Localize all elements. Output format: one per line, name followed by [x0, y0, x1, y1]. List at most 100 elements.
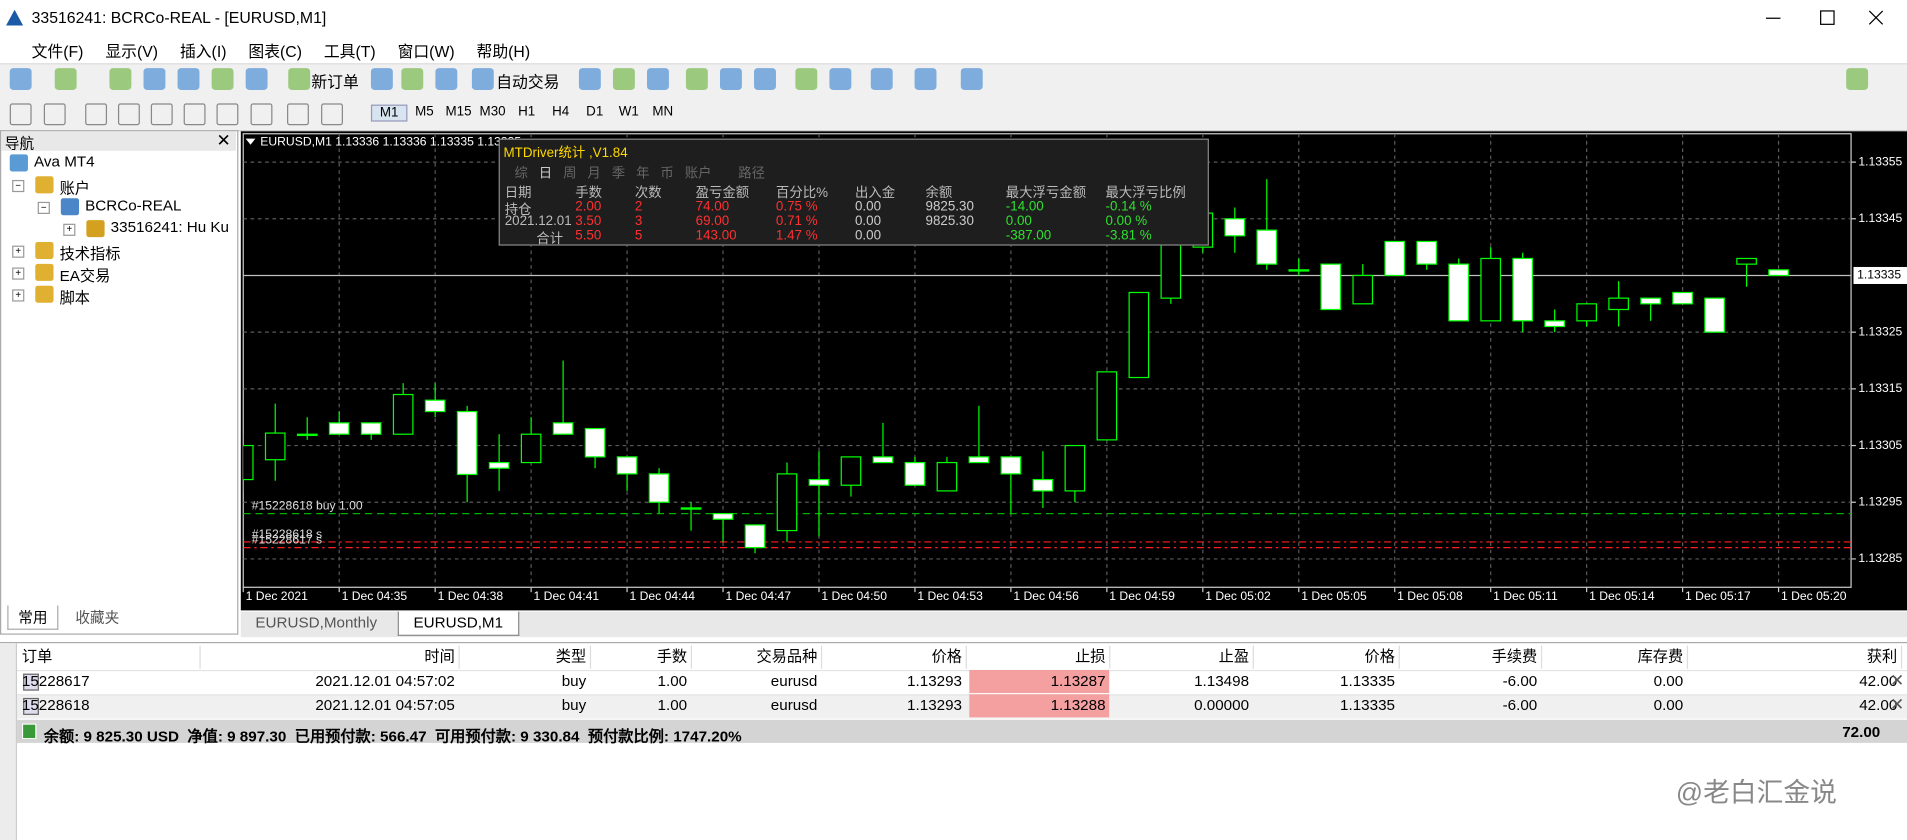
tool-icon[interactable] [43, 103, 66, 126]
tool-icon[interactable] [117, 103, 140, 126]
toolbar-icon[interactable] [9, 68, 32, 90]
toolbar-icon[interactable] [870, 68, 893, 90]
new-order-button[interactable]: 新订单 [311, 72, 359, 92]
toolbar-icon[interactable] [914, 68, 937, 90]
toolbar-icon[interactable] [647, 68, 669, 90]
tree-label[interactable]: Ava MT4 [34, 153, 95, 171]
menu-item[interactable]: 图表(C) [248, 42, 302, 61]
stats-tab[interactable]: 路径 [738, 166, 765, 182]
toolbar-icon[interactable] [719, 68, 742, 90]
table-row[interactable] [17, 694, 1907, 719]
stats-tab[interactable]: 币 [660, 166, 674, 182]
chart-tab[interactable]: EURUSD,M1 [397, 611, 519, 636]
stats-header: 盈亏金额 [695, 186, 750, 201]
tree-toggle[interactable]: − [37, 201, 50, 214]
tree-label[interactable]: 33516241: Hu Ku [110, 218, 230, 236]
menu-item[interactable]: 插入(I) [179, 42, 227, 61]
toolbar-icon[interactable] [960, 68, 983, 90]
tree-toggle[interactable]: + [12, 267, 25, 280]
timeframe-button[interactable]: M1 [370, 104, 408, 122]
toolbar-icon[interactable] [288, 68, 311, 90]
stats-tab[interactable]: 周 [563, 166, 577, 182]
toolbar-icon[interactable] [685, 68, 708, 90]
toolbar-icon[interactable] [795, 68, 818, 90]
table-cell: 止盈 [1113, 645, 1254, 669]
stats-tab[interactable]: 月 [587, 166, 601, 182]
menu-item[interactable]: 窗口(W) [397, 42, 455, 61]
timeframe-button[interactable]: M30 [479, 104, 506, 120]
timeframe-button[interactable]: W1 [618, 104, 639, 120]
tool-icon[interactable] [9, 103, 32, 126]
tool-icon[interactable] [85, 103, 108, 126]
stats-tab[interactable]: 日 [538, 166, 553, 182]
tool-icon[interactable] [250, 103, 273, 126]
x-tick-label: 1 Dec 04:41 [534, 589, 600, 603]
timeframe-button[interactable]: MN [652, 104, 674, 120]
stats-tab[interactable]: 季 [611, 166, 626, 182]
window-controls[interactable] [1751, 0, 1907, 36]
x-tick-label: 1 Dec 05:14 [1589, 589, 1655, 603]
tool-icon[interactable] [287, 103, 309, 126]
tree-toggle[interactable]: − [12, 179, 25, 193]
candle-body [1480, 257, 1502, 322]
tool-icon[interactable] [321, 103, 343, 126]
stats-tab[interactable]: 年 [636, 166, 650, 182]
navigator-tab[interactable]: 常用 [7, 605, 59, 630]
toolbar-icon[interactable] [143, 68, 166, 90]
toolbar-icon[interactable] [578, 68, 601, 90]
candle-body [936, 461, 958, 492]
auto-trading-button[interactable]: 自动交易 [496, 72, 560, 92]
timeframe-button[interactable]: H1 [518, 104, 536, 120]
close-icon[interactable]: ✕ [216, 130, 231, 150]
tree-label[interactable]: 技术指标 [59, 245, 121, 263]
toolbar-icon[interactable] [1846, 68, 1869, 90]
candle-body [1320, 263, 1342, 311]
tree-label[interactable]: 脚本 [59, 289, 91, 307]
row-icon [23, 673, 39, 691]
toolbar-icon[interactable] [177, 68, 200, 90]
toolbar-icon[interactable] [211, 68, 234, 90]
timeframe-button[interactable]: D1 [586, 104, 604, 120]
tree-toggle[interactable]: + [12, 289, 25, 302]
toolbar-icon[interactable] [54, 68, 77, 90]
table-cell: 交易品种 [694, 645, 823, 669]
candle-body [360, 422, 382, 435]
toolbar-icon[interactable] [370, 68, 393, 90]
toolbar-icon[interactable] [829, 68, 852, 90]
tool-icon[interactable] [216, 103, 239, 126]
toolbar-icon[interactable] [471, 68, 494, 90]
tool-icon[interactable] [150, 103, 173, 126]
toolbar-icon[interactable] [612, 68, 635, 90]
stats-cell: 2 [634, 199, 643, 214]
stats-tab[interactable]: 综 [514, 166, 528, 182]
table-row[interactable] [17, 669, 1907, 695]
order-label: #15228617 s [252, 533, 322, 547]
tree-label[interactable]: 账户 [59, 179, 91, 197]
timeframe-button[interactable]: M15 [445, 104, 472, 120]
toolbar-icon[interactable] [401, 68, 424, 90]
tree-toggle[interactable]: + [12, 245, 25, 258]
menu-item[interactable]: 文件(F) [31, 42, 84, 61]
table-cell: 2021.12.01 04:57:02 [315, 672, 455, 690]
menu-item[interactable]: 工具(T) [323, 42, 376, 61]
tree-label[interactable]: EA交易 [59, 267, 111, 285]
tree-toggle[interactable]: + [63, 223, 76, 236]
timeframe-button[interactable]: H4 [552, 104, 570, 120]
toolbar-icon[interactable] [109, 68, 132, 90]
toolbar-icon[interactable] [754, 68, 776, 90]
menu-item[interactable]: 显示(V) [105, 42, 159, 61]
close-order[interactable]: ✕ [1889, 669, 1905, 690]
navigator-tab[interactable]: 收藏夹 [75, 609, 120, 627]
table-cell: 0.00 [1653, 672, 1684, 690]
timeframe-button[interactable]: M5 [415, 104, 434, 120]
chart-tab[interactable]: EURUSD,Monthly [255, 614, 378, 632]
stats-tab[interactable]: 账户 [684, 166, 712, 182]
close-order[interactable]: ✕ [1889, 694, 1905, 714]
toolbar-icon[interactable] [435, 68, 458, 90]
tree-icon [35, 241, 54, 259]
toolbar-icon[interactable] [245, 68, 268, 90]
tool-icon[interactable] [183, 103, 206, 126]
candle-body [904, 461, 926, 486]
menu-item[interactable]: 帮助(H) [476, 42, 531, 61]
tree-label[interactable]: BCRCo-REAL [85, 196, 182, 214]
